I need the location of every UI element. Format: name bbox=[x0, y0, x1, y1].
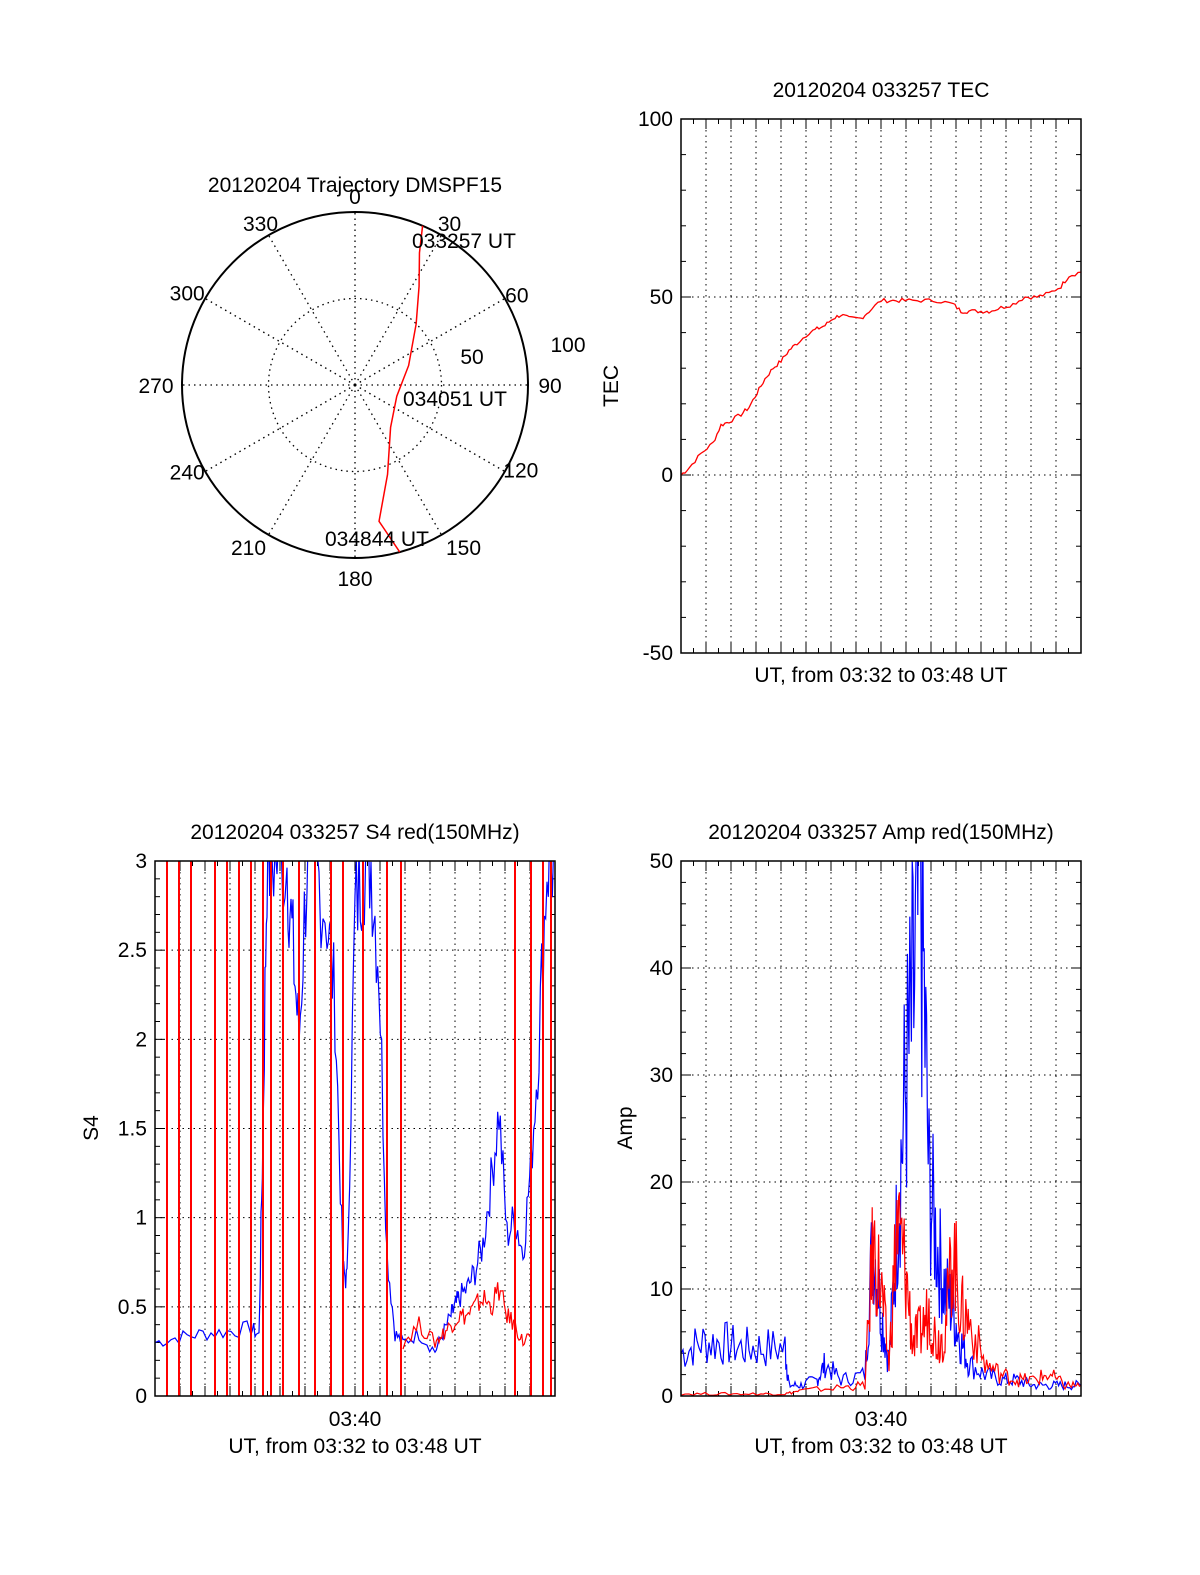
amp-plot-xtick-label-0: 03:40 bbox=[855, 1408, 908, 1431]
s4-plot-frame bbox=[154, 860, 556, 1397]
polar-annotation-mid: 034051 UT bbox=[403, 388, 507, 411]
s4-plot-ytick-label-1: 0.5 bbox=[118, 1296, 147, 1319]
polar-spoke-30 bbox=[354, 234, 443, 386]
tec-ylabel: TEC bbox=[600, 365, 623, 407]
s4-plot-ytick-label-6: 3 bbox=[135, 850, 147, 873]
amp-plot-ytick-label-2: 20 bbox=[650, 1171, 673, 1194]
polar-series bbox=[378, 225, 424, 553]
amp-plot-ytick-label-3: 30 bbox=[650, 1064, 673, 1087]
s4-plot-ytick-label-5: 2.5 bbox=[118, 939, 147, 962]
polar-spoke-300 bbox=[204, 297, 356, 386]
s4-plot-xtick-label-0: 03:40 bbox=[329, 1408, 382, 1431]
polar-angle-labels: 0 30 60 90 120 150 180 210 240 270 300 330 bbox=[138, 186, 561, 591]
s4-chart-title: 20120204 033257 S4 red(150MHz) bbox=[190, 821, 519, 844]
polar-angle-label-150: 150 bbox=[446, 537, 481, 560]
amp-plot-ytick-label-1: 10 bbox=[650, 1278, 673, 1301]
polar-chart-title: 20120204 Trajectory DMSPF15 bbox=[208, 174, 502, 197]
polar-outer-ring bbox=[181, 211, 529, 559]
polar-angle-label-30: 30 bbox=[438, 213, 461, 236]
amp-plot-ytick-label-0: 0 bbox=[661, 1385, 673, 1408]
tec-chart-title: 20120204 033257 TEC bbox=[773, 79, 990, 102]
polar-angle-label-60: 60 bbox=[505, 285, 528, 308]
polar-annotation-end: 034844 UT bbox=[325, 528, 429, 551]
amp-plot-frame bbox=[680, 860, 1082, 1397]
tec-plot-ytick-label-3: 100 bbox=[638, 108, 673, 131]
polar-angle-label-300: 300 bbox=[170, 283, 205, 306]
polar-grid bbox=[181, 211, 529, 559]
amp-plot-series-line-0 bbox=[681, 861, 1081, 1392]
polar-inner-ring bbox=[267, 297, 443, 473]
tec-plot-frame bbox=[680, 118, 1082, 654]
s4-plot-series-group bbox=[155, 861, 555, 1396]
tec-plot-ytick-label-1: 0 bbox=[661, 464, 673, 487]
s4-plot-series-line-0 bbox=[155, 861, 555, 1354]
tec-plot-ytick-label-0: -50 bbox=[643, 642, 673, 665]
s4-chart: 20120204 033257 S4 red(150MHz) UT, from … bbox=[80, 821, 556, 1458]
amp-plot-ytick-label-5: 50 bbox=[650, 850, 673, 873]
polar-angle-label-330: 330 bbox=[243, 213, 278, 236]
s4-plot-area: 0 0.5 1 1.5 2 2.5 3 03:40 bbox=[118, 850, 556, 1431]
s4-plot-ytick-label-4: 2 bbox=[135, 1028, 147, 1051]
polar-angle-label-0: 0 bbox=[349, 186, 361, 209]
s4-plot-series-line-1 bbox=[402, 1282, 532, 1350]
polar-chart: 20120204 Trajectory DMSPF15 0 30 60 90 120 15… bbox=[138, 174, 585, 591]
amp-plot-area: 0 10 20 30 40 50 03:40 bbox=[650, 850, 1082, 1431]
polar-spoke-240 bbox=[204, 384, 356, 473]
tec-xlabel: UT, from 03:32 to 03:48 UT bbox=[754, 664, 1007, 687]
amp-plot-series-line-1 bbox=[681, 1192, 1081, 1396]
amp-chart-title: 20120204 033257 Amp red(150MHz) bbox=[708, 821, 1054, 844]
polar-radial-label-100: 100 bbox=[550, 334, 585, 357]
s4-plot-ytick-label-3: 1.5 bbox=[118, 1118, 147, 1141]
polar-angle-label-90: 90 bbox=[538, 375, 561, 398]
tec-plot-series-group bbox=[681, 271, 1081, 476]
s4-plot-ytick-label-2: 1 bbox=[135, 1207, 147, 1230]
tec-chart: 20120204 033257 TEC UT, from 03:32 to 03… bbox=[600, 79, 1082, 687]
polar-angle-label-210: 210 bbox=[231, 537, 266, 560]
polar-angle-label-270: 270 bbox=[138, 375, 173, 398]
polar-spoke-60 bbox=[354, 297, 506, 386]
polar-annotation-start: 033257 UT bbox=[412, 230, 516, 253]
polar-radial-label-50: 50 bbox=[460, 346, 483, 369]
polar-angle-label-120: 120 bbox=[503, 460, 538, 483]
tec-plot-series-line-0 bbox=[681, 271, 1081, 476]
polar-angle-label-180: 180 bbox=[337, 568, 372, 591]
amp-xlabel: UT, from 03:32 to 03:48 UT bbox=[754, 1435, 1007, 1458]
polar-angle-label-240: 240 bbox=[170, 462, 205, 485]
amp-chart: 20120204 033257 Amp red(150MHz) UT, from… bbox=[614, 821, 1082, 1458]
polar-spoke-120 bbox=[354, 384, 506, 473]
tec-plot-area: -50 0 50 100 bbox=[638, 108, 1082, 665]
polar-spoke-330 bbox=[267, 234, 356, 386]
polar-spoke-210 bbox=[267, 384, 356, 536]
amp-plot-series-group bbox=[681, 861, 1081, 1396]
polar-trajectory-line-0 bbox=[378, 225, 424, 553]
s4-plot-ytick-label-0: 0 bbox=[135, 1385, 147, 1408]
tec-plot-ytick-label-2: 50 bbox=[650, 286, 673, 309]
s4-ylabel: S4 bbox=[80, 1115, 103, 1141]
polar-spoke-150 bbox=[354, 384, 443, 536]
s4-xlabel: UT, from 03:32 to 03:48 UT bbox=[228, 1435, 481, 1458]
amp-plot-ytick-label-4: 40 bbox=[650, 957, 673, 980]
amp-ylabel: Amp bbox=[614, 1106, 637, 1149]
